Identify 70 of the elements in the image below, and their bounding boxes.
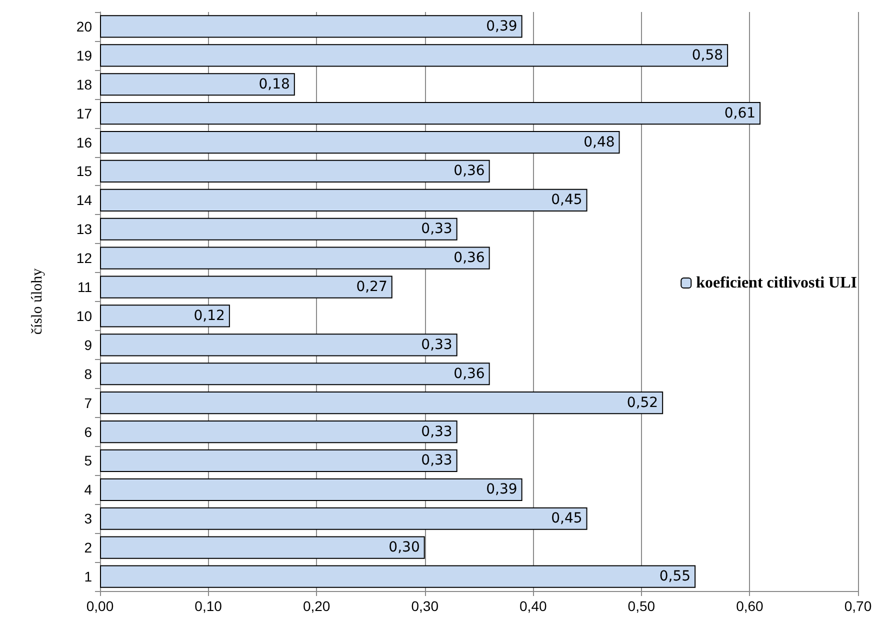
data-label: 0,33 <box>421 221 452 238</box>
x-tick-label: 0,00 <box>86 598 114 614</box>
data-label: 0,58 <box>692 47 724 64</box>
legend-label: koeficient citlivosti ULI <box>696 274 858 292</box>
x-tick-label: 0,20 <box>302 598 330 614</box>
bar <box>100 507 588 530</box>
bar <box>100 15 522 38</box>
data-label: 0,12 <box>194 308 225 324</box>
y-tick-label: 11 <box>77 279 92 296</box>
y-tick-label: 8 <box>84 366 92 382</box>
y-tick-label: 13 <box>76 221 92 238</box>
bar <box>100 420 458 444</box>
data-label: 0,27 <box>356 279 388 296</box>
data-label: 0,61 <box>724 105 756 122</box>
x-tick-label: 0,30 <box>411 598 439 614</box>
y-tick-label: 10 <box>76 308 92 324</box>
y-tick-label: 5 <box>84 452 92 469</box>
bar <box>100 478 522 501</box>
data-label: 0,36 <box>454 366 485 382</box>
data-label: 0,52 <box>626 394 658 411</box>
y-tick-label: 15 <box>76 163 92 180</box>
y-tick-label: 9 <box>84 336 92 353</box>
data-label: 0,33 <box>421 424 452 440</box>
data-label: 0,30 <box>388 540 420 556</box>
y-axis-title: číslo úlohy <box>30 268 46 335</box>
bar <box>100 565 696 588</box>
bar <box>100 44 728 67</box>
y-tick-label: 7 <box>84 394 92 411</box>
x-tick-label: 0,40 <box>520 598 547 614</box>
data-label: 0,33 <box>421 336 452 353</box>
bar <box>100 536 425 559</box>
x-tick-label: 0,60 <box>736 598 764 614</box>
data-label: 0,45 <box>551 192 582 208</box>
data-label: 0,36 <box>454 250 485 266</box>
bar <box>100 276 392 298</box>
bar <box>100 188 588 212</box>
bar <box>100 130 620 154</box>
data-label: 0,18 <box>258 76 290 92</box>
bar <box>100 362 490 386</box>
bar <box>100 449 458 472</box>
bar <box>100 218 458 240</box>
y-tick-label: 3 <box>84 510 92 527</box>
y-tick-label: 2 <box>84 540 92 556</box>
data-label: 0,55 <box>659 568 691 585</box>
bar <box>100 392 664 414</box>
y-tick-label: 17 <box>76 105 92 122</box>
data-label: 0,36 <box>454 163 485 180</box>
x-tick-label: 0,50 <box>628 598 656 614</box>
bar <box>100 246 490 270</box>
y-tick-label: 14 <box>76 192 92 208</box>
y-tick-label: 1 <box>84 568 92 585</box>
data-label: 0,48 <box>584 134 615 150</box>
x-tick-label: 0,70 <box>844 598 872 614</box>
y-tick-label: 16 <box>76 134 92 150</box>
bar <box>100 304 230 328</box>
y-tick-label: 19 <box>76 47 92 64</box>
bar <box>100 73 295 96</box>
data-label: 0,45 <box>551 510 582 527</box>
data-label: 0,33 <box>421 452 452 469</box>
x-tick-label: 0,10 <box>194 598 222 614</box>
y-tick-label: 20 <box>76 18 92 34</box>
y-tick-label: 6 <box>84 424 92 440</box>
bar <box>100 160 490 183</box>
y-tick-label: 4 <box>84 482 92 498</box>
bar <box>100 102 761 125</box>
data-label: 0,39 <box>486 482 518 498</box>
data-label: 0,39 <box>486 18 518 34</box>
bar <box>100 334 458 356</box>
y-tick-label: 12 <box>76 250 92 266</box>
y-tick-label: 18 <box>76 76 92 92</box>
